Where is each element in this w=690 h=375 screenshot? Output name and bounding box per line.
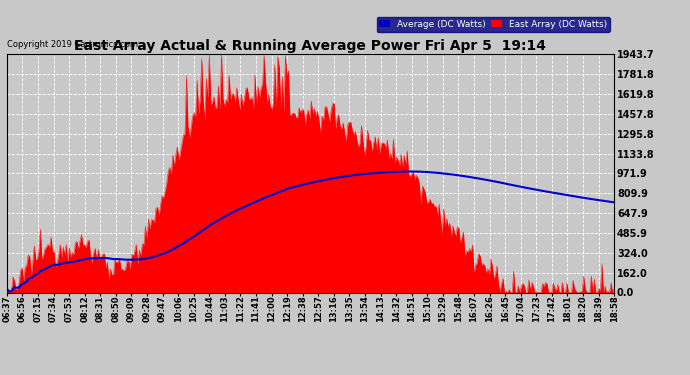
Title: East Array Actual & Running Average Power Fri Apr 5  19:14: East Array Actual & Running Average Powe… xyxy=(75,39,546,53)
Text: Copyright 2019 Cartronics.com: Copyright 2019 Cartronics.com xyxy=(7,40,138,49)
Legend: Average (DC Watts), East Array (DC Watts): Average (DC Watts), East Array (DC Watts… xyxy=(377,17,609,32)
